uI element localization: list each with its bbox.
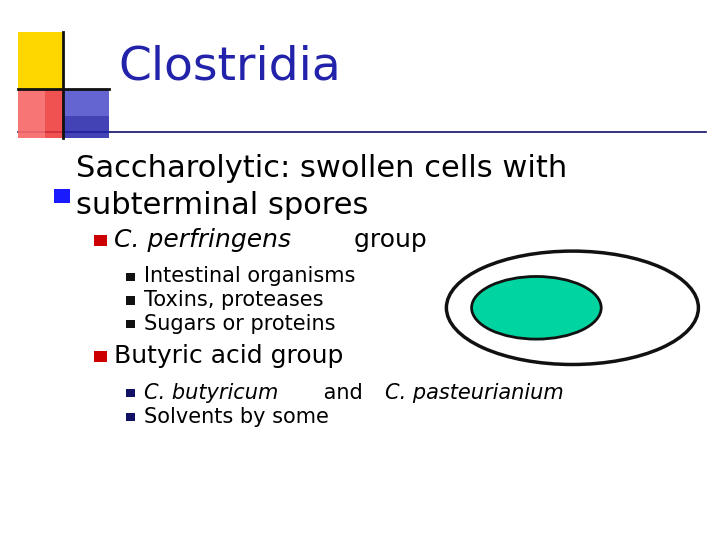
Bar <box>126 273 135 281</box>
Bar <box>94 351 107 362</box>
Bar <box>126 320 135 328</box>
Bar <box>54 189 70 202</box>
Text: Saccharolytic: swollen cells with
subterminal spores: Saccharolytic: swollen cells with subter… <box>76 154 567 220</box>
FancyBboxPatch shape <box>63 89 109 116</box>
Text: Butyric acid group: Butyric acid group <box>114 344 343 368</box>
Bar <box>94 235 107 246</box>
Text: Intestinal organisms: Intestinal organisms <box>144 266 356 287</box>
Text: Sugars or proteins: Sugars or proteins <box>144 314 336 334</box>
FancyBboxPatch shape <box>18 89 63 138</box>
Text: Solvents by some: Solvents by some <box>144 407 329 427</box>
Text: C. butyricum: C. butyricum <box>144 383 279 403</box>
Ellipse shape <box>472 276 601 339</box>
Text: C. pasteurianium: C. pasteurianium <box>385 383 564 403</box>
Text: Clostridia: Clostridia <box>119 45 341 90</box>
Text: C. perfringens: C. perfringens <box>114 228 291 252</box>
Text: group: group <box>346 228 426 252</box>
Bar <box>126 296 135 305</box>
Ellipse shape <box>446 251 698 364</box>
FancyBboxPatch shape <box>18 89 45 138</box>
Text: and: and <box>318 383 370 403</box>
FancyBboxPatch shape <box>63 89 109 138</box>
FancyBboxPatch shape <box>18 32 63 89</box>
Text: Toxins, proteases: Toxins, proteases <box>144 290 323 310</box>
Bar <box>126 413 135 421</box>
Bar <box>126 389 135 397</box>
